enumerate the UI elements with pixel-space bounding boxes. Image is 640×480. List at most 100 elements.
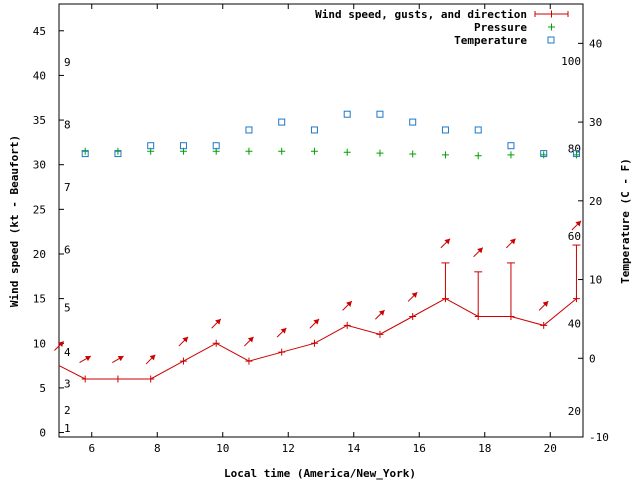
pressure-point [245,147,253,155]
legend-swatch-wind-marker [548,10,555,18]
wind-speed-point [212,339,220,347]
y-axis-title: Wind speed (kt - Beaufort) [8,135,21,307]
wind-speed-point [376,330,384,338]
y-tick-label: 5 [39,382,46,395]
pressure-point [310,147,318,155]
wind-speed-point [147,375,155,383]
legend-label-wind: Wind speed, gusts, and direction [315,8,527,21]
beaufort-label: 2 [64,404,71,417]
series-layer [54,110,582,383]
x-tick-label: 12 [282,442,295,455]
temperature-point [376,110,384,118]
fahrenheit-label: 100 [561,55,581,68]
fahrenheit-label: 40 [568,317,581,330]
wind-direction-arrowhead [84,355,91,362]
fahrenheit-label: 20 [568,405,581,418]
wind-direction-arrowhead [215,319,221,325]
wind-speed-point [343,321,351,329]
legend-swatch-pressure [548,23,555,31]
beaufort-label: 3 [64,377,71,390]
plot-frame [58,3,584,438]
y-tick-label: 30 [33,159,46,172]
beaufort-label: 4 [64,346,71,359]
wind-direction-arrowhead [149,354,156,361]
beaufort-label: 9 [64,56,71,69]
wind-direction-arrowhead [542,301,549,307]
pressure-point [540,151,548,159]
temperature-point [441,126,449,134]
pressure-point [572,151,580,159]
y2-tick-label: 30 [589,116,602,129]
pressure-point [81,147,89,155]
y-tick-label: 35 [33,114,46,127]
legend-label-pressure: Pressure [474,21,527,34]
y-tick-label: 25 [33,203,46,216]
temperature-point [409,118,417,126]
y-tick-label: 20 [33,248,46,261]
wind-speed-point [81,375,89,383]
x-tick-label: 10 [216,442,229,455]
y2-axis-title: Temperature (C - F) [619,158,632,284]
wind-direction-arrowhead [444,238,451,245]
wind-direction-arrowhead [477,247,483,254]
x-tick-label: 16 [413,442,426,455]
temperature-point [474,126,482,134]
beaufort-label: 8 [64,119,71,132]
pressure-point [278,147,286,155]
beaufort-label: 1 [64,422,71,435]
y2-tick-label: 10 [589,274,602,287]
fahrenheit-label: 60 [568,230,581,243]
temperature-point [179,142,187,150]
x-tick-label: 8 [154,442,161,455]
pressure-point [114,147,122,155]
wind-direction-arrowhead [509,238,516,245]
wind-speed-point [114,375,122,383]
wind-direction-arrowhead [313,319,320,325]
temperature-point [147,142,155,150]
y-tick-label: 45 [33,25,46,38]
legend-swatch-temperature [547,36,555,44]
wind-speed-point [278,348,286,356]
wind-speed-point [409,312,417,320]
temperature-point [507,142,515,150]
beaufort-label: 5 [64,302,71,315]
pressure-point [441,151,449,159]
wind-speed-point [179,357,187,365]
temperature-point [343,110,351,118]
beaufort-label: 7 [64,181,71,194]
legend-label-temperature: Temperature [454,34,527,47]
pressure-point [376,149,384,157]
temperature-point [245,126,253,134]
axes: 6 8 10 12 14 16 18 20051015202530354045-1001020… [33,4,609,455]
y2-tick-label: 20 [589,195,602,208]
wind-direction-arrowhead [247,336,254,343]
temperature-point [81,150,89,158]
x-axis-title: Local time (America/New_York) [224,467,416,480]
temperature-point [310,126,318,134]
temperature-point [212,142,220,150]
fahrenheit-label: 80 [568,142,581,155]
y2-tick-label: 0 [589,352,596,365]
pressure-point [343,148,351,156]
temperature-point [114,150,122,158]
wind-speed-line [58,298,577,380]
y2-tick-label: -10 [589,431,609,444]
x-tick-label: 18 [478,442,491,455]
pressure-point [474,152,482,160]
temperature-point [278,118,286,126]
y-tick-label: 15 [33,293,46,306]
wind-speed-point [540,321,548,329]
wind-speed-point [310,339,318,347]
y-tick-label: 40 [33,69,46,82]
temperature-point [540,150,548,158]
x-tick-label: 14 [347,442,361,455]
pressure-point [507,151,515,159]
legend: Wind speed, gusts, and direction Pressur… [315,8,569,47]
wind-direction-arrowhead [117,355,124,362]
wind-direction-arrowhead [575,220,582,227]
wind-direction-arrowhead [378,310,385,316]
wind-speed-point [245,357,253,365]
wind-direction-arrowhead [411,292,418,298]
x-tick-label: 20 [544,442,557,455]
